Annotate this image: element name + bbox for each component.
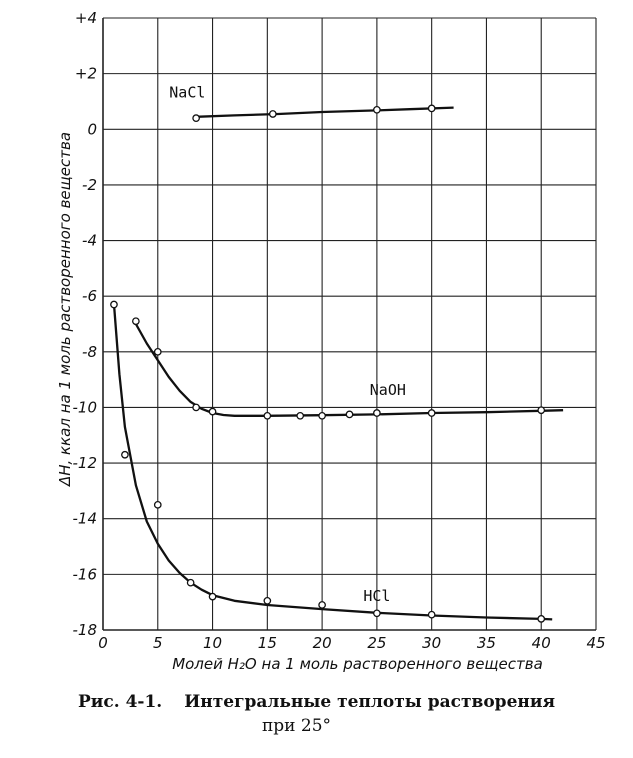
caption-title: Интегральные теплоты растворения [184,692,555,712]
y-tick-label: +2 [75,65,97,83]
data-point-hcl [318,601,326,609]
data-point-hcl [121,450,129,459]
y-tick-label: -6 [82,287,97,305]
data-point-naoh [318,411,326,420]
data-point-hcl [110,300,118,309]
data-point-hcl [537,615,546,623]
y-tick-label: -14 [73,510,98,528]
data-point-naoh [373,409,381,417]
y-tick-label: -10 [73,398,98,416]
x-axis-label: Молей H₂O на 1 моль растворенного вещест… [172,655,543,673]
x-tick-label: 25 [367,634,386,652]
caption-subtitle: при 25° [261,716,332,736]
figure-caption: Рис. 4-1. Интегральные теплоты растворени… [0,692,633,736]
data-point-hcl [153,500,162,509]
y-tick-label: +4 [75,9,97,27]
data-point-hcl [208,592,217,601]
y-tick-label: 0 [87,120,97,138]
data-point-hcl [427,610,436,619]
data-point-naoh [192,403,200,412]
data-point-hcl [373,609,381,618]
x-tick-label: 20 [313,634,332,652]
series-label-naoh: NaOH [370,381,406,399]
data-point-naoh [537,406,546,415]
chart: 0 5 10 15 20 25 30 35 40 45 +4 +2 0 -2 -4 -6 -8 -10 -12 -14… [56,9,606,673]
y-tick-label: -2 [82,176,97,194]
grid [102,17,597,631]
labels: 0 5 10 15 20 25 30 35 40 45 +4 +2 0 -2 -4 -6 -8 -10 -12 -14… [56,9,606,673]
x-tick-label: 10 [203,634,222,652]
x-tick-label: 45 [586,634,605,652]
data-point-naoh [208,407,217,416]
data-point-naoh [427,409,436,417]
data-point-naoh [153,347,162,356]
x-tick-label: 5 [153,634,163,652]
x-tick-label: 40 [532,634,551,652]
y-tick-label: -8 [82,343,97,361]
series-label-nacl: NaCl [169,83,205,101]
data-point-nacl [268,110,277,118]
data-point-nacl [427,104,436,113]
data-point-naoh [132,317,140,326]
y-tick-label: -18 [73,621,98,639]
data-point-naoh [296,411,305,420]
data-point-naoh [263,411,272,420]
x-tick-label: 35 [477,634,496,652]
y-tick-label: -12 [73,454,98,472]
data-point-nacl [192,114,200,122]
x-tick-label: 30 [422,634,441,652]
y-axis-label: ΔH, ккал на 1 моль растворенного веществ… [56,132,74,487]
x-tick-label: 15 [258,634,277,652]
y-tick-label: -16 [73,565,98,583]
x-tick-label: 0 [98,634,108,652]
series-line-naoh [134,323,564,417]
data-point-hcl [263,596,272,605]
series-label-hcl: HCl [363,587,390,605]
data-points [110,104,546,623]
y-tick-label: -4 [82,232,97,250]
data-point-nacl [373,105,381,114]
data-point-naoh [345,410,354,419]
caption-number: Рис. 4-1. [78,692,163,712]
series-line-nacl [196,106,454,118]
data-point-hcl [186,578,195,587]
